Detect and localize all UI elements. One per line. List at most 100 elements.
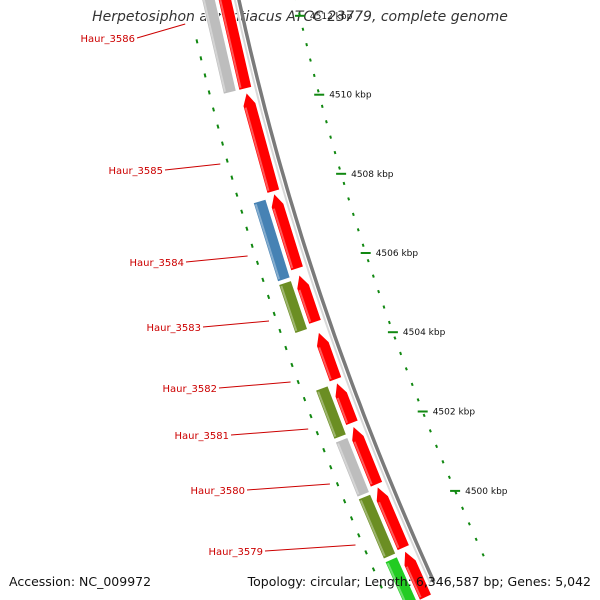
scale-dot <box>422 413 426 418</box>
scale-label: 4512 kbp <box>310 12 353 22</box>
cds-inner-3 <box>315 385 347 440</box>
inner-dot <box>255 260 260 266</box>
inner-dot <box>357 533 361 538</box>
inner-dot <box>322 447 326 453</box>
inner-dot <box>195 39 199 44</box>
scale-label: 4508 kbp <box>351 170 394 180</box>
scale-dot <box>366 258 370 263</box>
gene-label-Haur_3582: Haur_3582 <box>162 381 291 395</box>
scale-dot <box>382 305 386 309</box>
scale-label: 4502 kbp <box>433 408 476 418</box>
scale-dot <box>329 135 332 139</box>
scale-dot <box>305 42 308 47</box>
inner-dot <box>212 107 215 112</box>
inner-dot <box>261 277 265 283</box>
scale-dot <box>461 506 465 511</box>
scale-label: 4504 kbp <box>403 328 446 338</box>
svg-text:Haur_3580: Haur_3580 <box>190 486 245 497</box>
backbone-arc <box>237 0 436 583</box>
inner-dot <box>221 141 224 146</box>
scale-dot <box>333 150 337 155</box>
genome-summary-label: Topology: circular; Length: 6,346,587 bp… <box>247 574 591 589</box>
svg-text:Haur_3582: Haur_3582 <box>162 384 217 395</box>
inner-dot <box>329 465 333 470</box>
cds-inner-6 <box>384 556 417 600</box>
accession-label: Accession: NC_009972 <box>9 574 152 589</box>
scale-dot <box>447 475 451 480</box>
inner-dot <box>272 311 276 317</box>
inner-dot <box>203 73 207 78</box>
scale-dot <box>435 444 439 449</box>
inner-dot <box>245 226 249 231</box>
svg-text:Haur_3583: Haur_3583 <box>146 323 201 334</box>
scale-dot <box>377 289 381 294</box>
scale-label: 4506 kbp <box>376 249 419 259</box>
inner-dot <box>296 379 300 385</box>
inner-dot <box>266 294 271 300</box>
cds-outer-2 <box>270 192 304 272</box>
inner-dot <box>250 243 254 248</box>
inner-dot <box>290 362 294 368</box>
gene-label-Haur_3579: Haur_3579 <box>208 544 356 558</box>
cds-inner-1 <box>252 198 291 283</box>
inner-dot <box>207 90 211 95</box>
inner-dot <box>371 567 376 572</box>
scale-dot <box>399 351 403 356</box>
inner-dot <box>342 499 347 504</box>
svg-text:Haur_3585: Haur_3585 <box>108 166 163 177</box>
scale-dot <box>342 181 346 186</box>
inner-dot <box>364 550 368 555</box>
inner-dot <box>309 413 313 419</box>
cds-inner-5 <box>357 493 397 560</box>
scale-dot <box>320 104 324 109</box>
scale-dot <box>338 166 341 170</box>
scale-label: 4510 kbp <box>329 91 372 101</box>
scale-dot <box>361 243 365 247</box>
inner-dot <box>278 328 282 334</box>
inner-dot <box>230 175 234 180</box>
inner-dot <box>379 584 383 589</box>
inner-dot <box>349 516 354 521</box>
cds-outer-0 <box>217 0 253 91</box>
inner-dot <box>225 158 229 163</box>
scale-dot <box>474 537 478 542</box>
gene-label-Haur_3585: Haur_3585 <box>108 163 221 177</box>
scale-dot <box>301 27 305 31</box>
cds-outer-6 <box>351 425 384 488</box>
scale-dot <box>356 228 360 232</box>
gene-label-Haur_3586: Haur_3586 <box>80 23 186 45</box>
scale-dot <box>312 73 316 78</box>
scale-dot <box>410 382 414 387</box>
gene-label-Haur_3584: Haur_3584 <box>129 255 248 269</box>
cds-outer-3 <box>296 273 322 325</box>
scale-dot <box>441 460 445 464</box>
cds-inner-0 <box>201 0 237 95</box>
cds-outer-1 <box>242 91 281 194</box>
scale-dot <box>404 367 408 371</box>
gene-label-Haur_3583: Haur_3583 <box>146 320 270 334</box>
scale-dot <box>316 89 320 93</box>
scale-dot <box>428 429 432 433</box>
svg-text:Haur_3581: Haur_3581 <box>174 431 229 442</box>
inner-dot <box>199 56 203 61</box>
inner-dot <box>315 430 320 436</box>
cds-outer-5 <box>334 381 359 427</box>
inner-dot <box>335 482 340 487</box>
scale-dot <box>309 58 312 62</box>
svg-text:Haur_3579: Haur_3579 <box>208 547 263 558</box>
inner-dot <box>216 124 220 129</box>
scale-dot <box>351 212 355 217</box>
scale-dot <box>481 553 485 557</box>
inner-dot <box>302 396 307 402</box>
scale-dot <box>393 336 397 340</box>
backbone-shadow <box>233 0 432 584</box>
scale-label: 4500 kbp <box>465 487 508 497</box>
cds-outer-4 <box>316 331 343 383</box>
svg-text:Haur_3584: Haur_3584 <box>129 258 184 269</box>
scale-dot <box>325 120 328 124</box>
svg-text:Haur_3586: Haur_3586 <box>80 34 135 45</box>
inner-dot <box>235 192 239 197</box>
gene-label-Haur_3580: Haur_3580 <box>190 483 330 497</box>
scale-dot <box>416 398 420 402</box>
